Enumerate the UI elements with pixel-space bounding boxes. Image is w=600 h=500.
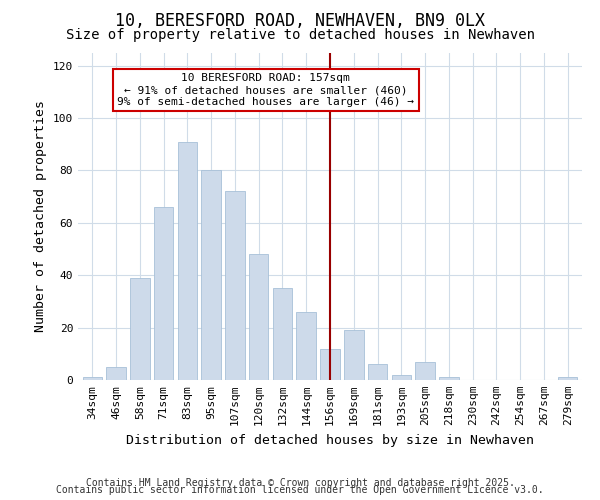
Bar	[415, 362, 435, 380]
Bar	[439, 378, 458, 380]
Bar	[130, 278, 149, 380]
Bar	[225, 192, 245, 380]
Text: Size of property relative to detached houses in Newhaven: Size of property relative to detached ho…	[65, 28, 535, 42]
Y-axis label: Number of detached properties: Number of detached properties	[34, 100, 47, 332]
Bar	[344, 330, 364, 380]
Bar	[558, 378, 577, 380]
Bar	[249, 254, 268, 380]
Bar	[273, 288, 292, 380]
Text: 10, BERESFORD ROAD, NEWHAVEN, BN9 0LX: 10, BERESFORD ROAD, NEWHAVEN, BN9 0LX	[115, 12, 485, 30]
Bar	[83, 378, 102, 380]
Bar	[106, 367, 126, 380]
Text: Contains public sector information licensed under the Open Government Licence v3: Contains public sector information licen…	[56, 485, 544, 495]
Bar	[154, 207, 173, 380]
Bar	[368, 364, 387, 380]
Bar	[320, 348, 340, 380]
Bar	[392, 375, 411, 380]
Bar	[202, 170, 221, 380]
X-axis label: Distribution of detached houses by size in Newhaven: Distribution of detached houses by size …	[126, 434, 534, 446]
Bar	[296, 312, 316, 380]
Text: 10 BERESFORD ROAD: 157sqm
← 91% of detached houses are smaller (460)
9% of semi-: 10 BERESFORD ROAD: 157sqm ← 91% of detac…	[118, 74, 415, 106]
Bar	[178, 142, 197, 380]
Text: Contains HM Land Registry data © Crown copyright and database right 2025.: Contains HM Land Registry data © Crown c…	[86, 478, 514, 488]
